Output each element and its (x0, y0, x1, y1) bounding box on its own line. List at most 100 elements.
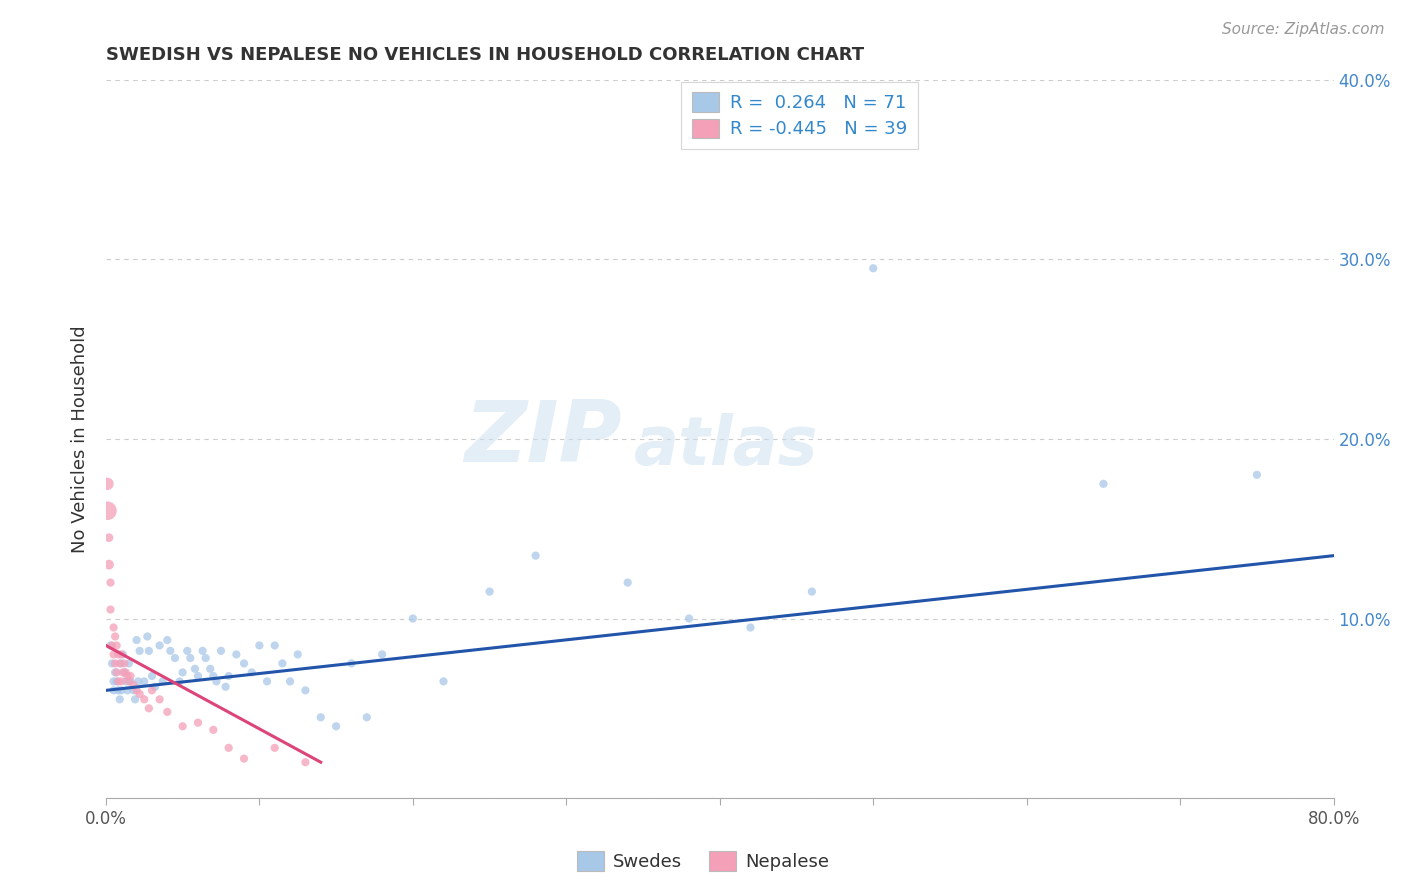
Point (96, 476, 118, 491)
Point (107, 674, 129, 689)
Point (179, 651, 201, 665)
Point (294, 683, 316, 698)
Point (371, 648, 394, 662)
Point (156, 633, 179, 648)
Point (107, 683, 129, 698)
Point (107, 648, 129, 662)
Point (115, 674, 138, 689)
Point (524, 549, 547, 563)
Point (122, 678, 145, 692)
Point (356, 710, 378, 724)
Point (103, 620, 125, 634)
Point (120, 674, 142, 689)
Point (163, 651, 186, 665)
Point (862, 261, 884, 276)
Point (120, 669, 142, 683)
Point (101, 639, 124, 653)
Point (98, 558, 121, 572)
Point (112, 657, 135, 671)
Point (176, 644, 198, 658)
Point (233, 751, 256, 765)
Point (125, 683, 148, 698)
Point (214, 680, 236, 694)
Point (127, 674, 149, 689)
Point (294, 755, 316, 769)
Point (240, 665, 263, 680)
Point (187, 669, 209, 683)
Point (202, 723, 225, 737)
Point (478, 584, 501, 599)
Point (138, 701, 160, 715)
Point (104, 665, 127, 680)
Point (111, 648, 134, 662)
Point (678, 611, 700, 625)
Point (117, 669, 139, 683)
Point (100, 639, 122, 653)
Point (218, 740, 240, 755)
Point (225, 648, 247, 662)
Point (263, 639, 285, 653)
Point (247, 639, 270, 653)
Point (101, 657, 124, 671)
Point (233, 657, 256, 671)
Point (1246, 467, 1268, 482)
Point (98, 531, 121, 545)
Point (118, 657, 141, 671)
Point (105, 639, 128, 653)
Point (149, 639, 172, 653)
Text: ZIP: ZIP (464, 398, 621, 481)
Point (105, 674, 128, 689)
Point (104, 657, 127, 671)
Point (156, 705, 179, 719)
Point (172, 719, 194, 733)
Text: atlas: atlas (634, 413, 818, 479)
Point (172, 665, 194, 680)
Point (309, 710, 332, 724)
Point (340, 657, 363, 671)
Point (287, 648, 309, 662)
Point (115, 665, 138, 680)
Point (218, 669, 240, 683)
Point (256, 674, 278, 689)
Point (202, 669, 225, 683)
Point (159, 644, 181, 658)
Point (278, 674, 301, 689)
Point (740, 620, 762, 634)
Point (118, 674, 141, 689)
Point (271, 657, 294, 671)
Point (152, 674, 174, 689)
Point (138, 644, 160, 658)
Point (184, 662, 207, 676)
Point (616, 575, 638, 590)
Point (149, 692, 172, 706)
Point (103, 648, 125, 662)
Point (104, 630, 127, 644)
Point (111, 665, 134, 680)
Point (134, 692, 156, 706)
Point (100, 602, 122, 616)
Point (110, 683, 132, 698)
Y-axis label: No Vehicles in Household: No Vehicles in Household (72, 325, 89, 553)
Point (134, 674, 156, 689)
Point (122, 683, 145, 698)
Point (110, 657, 132, 671)
Text: Source: ZipAtlas.com: Source: ZipAtlas.com (1222, 22, 1385, 37)
Legend: R =  0.264   N = 71, R = -0.445   N = 39: R = 0.264 N = 71, R = -0.445 N = 39 (681, 81, 918, 149)
Point (105, 665, 128, 680)
Point (128, 687, 150, 701)
Point (108, 692, 131, 706)
Point (325, 719, 347, 733)
Point (187, 715, 209, 730)
Point (100, 575, 122, 590)
Point (112, 665, 135, 680)
Point (432, 674, 454, 689)
Point (141, 683, 163, 698)
Point (141, 669, 163, 683)
Point (209, 644, 232, 658)
Point (191, 644, 214, 658)
Text: SWEDISH VS NEPALESE NO VEHICLES IN HOUSEHOLD CORRELATION CHART: SWEDISH VS NEPALESE NO VEHICLES IN HOUSE… (105, 46, 865, 64)
Point (125, 633, 148, 648)
Point (143, 680, 166, 694)
Point (402, 611, 425, 625)
Point (103, 683, 125, 698)
